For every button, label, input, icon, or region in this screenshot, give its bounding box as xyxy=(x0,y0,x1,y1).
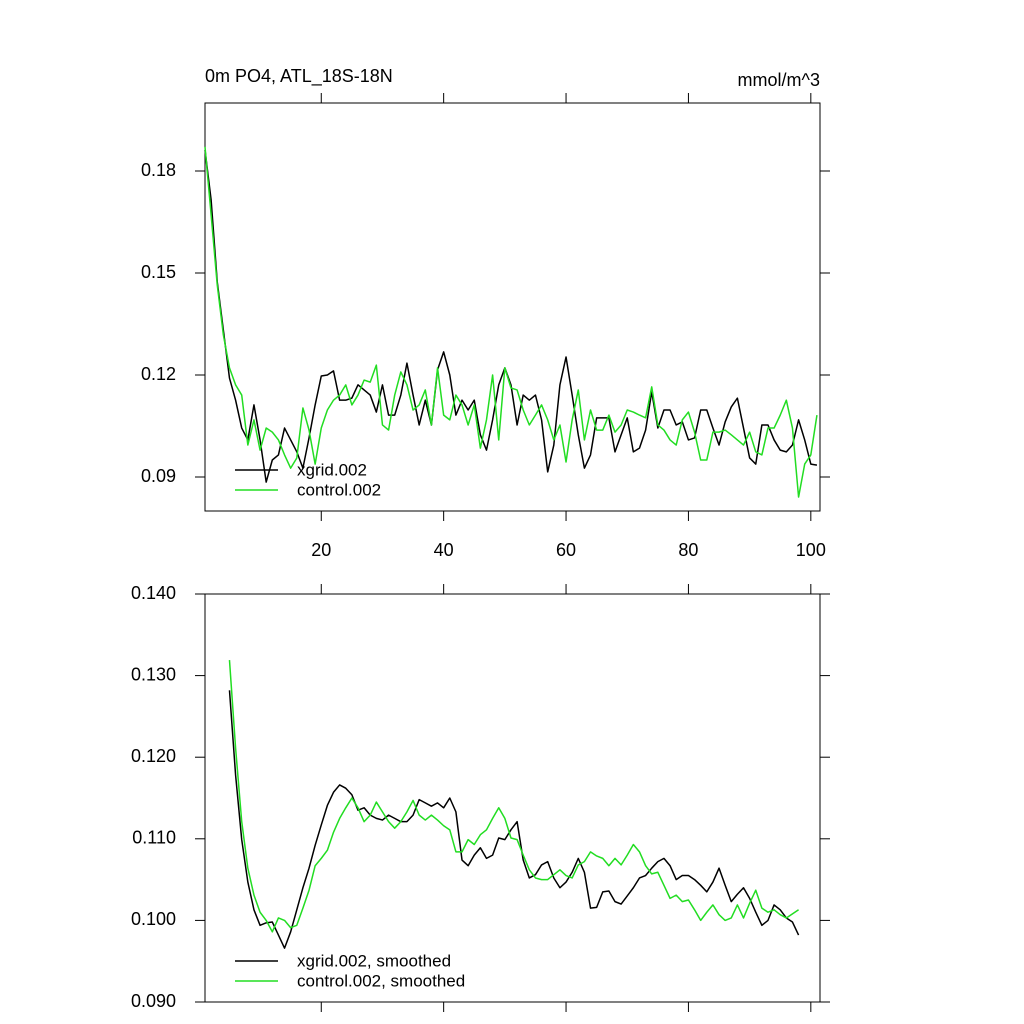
x-tick-label: 20 xyxy=(311,540,331,560)
y-tick-label: 0.090 xyxy=(131,991,176,1011)
legend-label: xgrid.002 xyxy=(297,460,367,479)
x-tick-label: 80 xyxy=(678,540,698,560)
legend-label: control.002 xyxy=(297,480,381,499)
y-tick-label: 0.110 xyxy=(132,828,176,848)
x-tick-label: 60 xyxy=(556,540,576,560)
y-tick-label: 0.09 xyxy=(141,466,176,486)
y-tick-label: 0.12 xyxy=(141,364,176,384)
series-line xyxy=(204,149,818,483)
plot-frame xyxy=(204,102,821,512)
series-line xyxy=(228,690,800,949)
y-tick-label: 0.15 xyxy=(141,262,176,282)
chart-title: 0m PO4, ATL_18S-18N xyxy=(205,66,393,87)
y-tick-label: 0.130 xyxy=(131,664,176,684)
series-line xyxy=(228,660,799,933)
y-tick-label: 0.140 xyxy=(131,583,176,603)
y-tick-label: 0.18 xyxy=(141,160,176,180)
legend-label: control.002, smoothed xyxy=(297,971,465,990)
legend-label: xgrid.002, smoothed xyxy=(297,951,451,970)
series-line xyxy=(204,146,818,498)
units-label: mmol/m^3 xyxy=(738,70,820,90)
x-tick-label: 100 xyxy=(796,540,826,560)
plot-frame xyxy=(204,593,821,1003)
y-tick-label: 0.100 xyxy=(131,909,176,929)
x-tick-label: 40 xyxy=(434,540,454,560)
y-tick-label: 0.120 xyxy=(131,746,176,766)
